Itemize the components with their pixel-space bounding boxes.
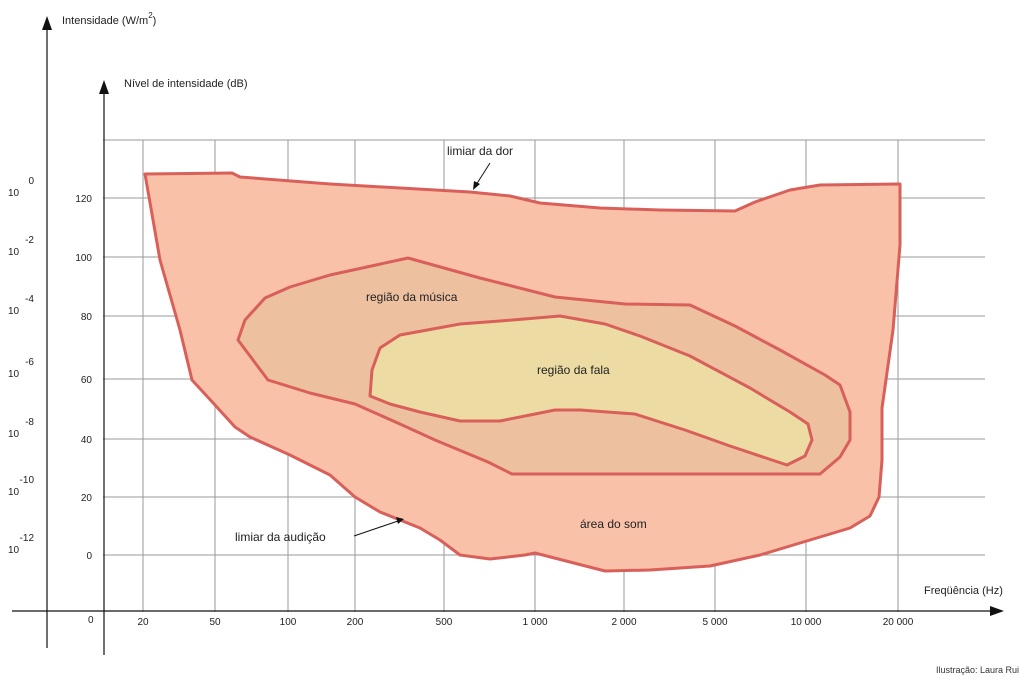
intensity-tick-base: 10: [8, 247, 20, 258]
frequency-tick-label: 5 000: [702, 617, 727, 628]
db-tick-label: 20: [81, 493, 93, 504]
origin-label: 0: [88, 615, 94, 626]
intensity-tick-base: 10: [8, 188, 20, 199]
pain-threshold-label: limiar da dor: [447, 144, 513, 158]
intensity-tick-base: 10: [8, 545, 20, 556]
intensity-tick-exponent: -10: [20, 475, 35, 486]
intensity-axis-arrow: [42, 16, 52, 30]
db-tick-label: 80: [81, 312, 93, 323]
axes: [12, 16, 1004, 655]
hearing-threshold-label: limiar da audição: [235, 530, 326, 544]
frequency-tick-labels: 20 50 100 200 500 1 000 2 000 5 000 10 000 20 000: [137, 617, 913, 628]
intensity-tick-base: 10: [8, 369, 20, 380]
intensity-tick-exponent: -8: [25, 417, 34, 428]
intensity-tick-base: 10: [8, 429, 20, 440]
sound-area-label: área do som: [580, 517, 647, 531]
level-axis-title: Nível de intensidade (dB): [124, 78, 248, 90]
db-tick-label: 100: [75, 253, 92, 264]
speech-region-label: região da fala: [537, 363, 610, 377]
db-tick-labels: 120 100 80 60 40 20 0: [75, 194, 92, 562]
level-axis-arrow: [99, 80, 109, 94]
frequency-axis-arrow: [990, 606, 1004, 616]
db-tick-label: 0: [86, 551, 92, 562]
intensity-tick-exponent: -12: [20, 533, 35, 544]
frequency-tick-label: 10 000: [791, 617, 822, 628]
intensity-axis-title: Intensidade (W/m2): [62, 11, 156, 27]
frequency-tick-label: 50: [209, 617, 221, 628]
intensity-tick-base: 10: [8, 306, 20, 317]
intensity-tick-exponent: -4: [25, 294, 34, 305]
frequency-tick-label: 20 000: [883, 617, 914, 628]
frequency-tick-label: 100: [280, 617, 297, 628]
frequency-tick-label: 1 000: [522, 617, 547, 628]
db-tick-label: 40: [81, 435, 93, 446]
illustration-credit: Ilustração: Laura Rui: [935, 665, 1019, 675]
pain-threshold-arrow: [473, 162, 491, 190]
music-region-label: região da música: [366, 290, 458, 304]
frequency-tick-label: 200: [347, 617, 364, 628]
db-tick-label: 120: [75, 194, 92, 205]
speech-region: [368, 314, 814, 467]
frequency-tick-label: 2 000: [611, 617, 636, 628]
frequency-axis-title: Freqüência (Hz): [924, 585, 1003, 597]
intensity-tick-exponent: -6: [25, 357, 34, 368]
db-tick-label: 60: [81, 375, 93, 386]
intensity-tick-exponent: 0: [28, 176, 34, 187]
hearing-threshold-arrow: [353, 517, 404, 537]
frequency-tick-label: 20: [137, 617, 149, 628]
frequency-tick-label: 500: [436, 617, 453, 628]
intensity-tick-exponent: -2: [25, 235, 34, 246]
intensity-tick-base: 10: [8, 487, 20, 498]
